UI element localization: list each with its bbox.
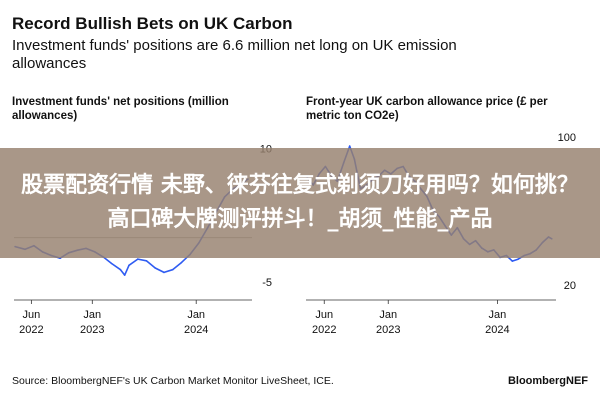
data-point [137, 258, 139, 260]
x-tick-label: Jan [83, 309, 101, 321]
data-point [119, 268, 122, 271]
y-tick-label: 20 [564, 280, 576, 292]
data-point [163, 271, 165, 274]
brand-logo-text: BloombergNEF [507, 375, 588, 387]
x-tick-label: Jun [22, 309, 40, 321]
right-chart-title: Front-year UK carbon allowance price (£ … [306, 96, 548, 122]
x-tick-label: 2022 [312, 324, 336, 336]
data-point [110, 262, 113, 265]
data-point [171, 268, 174, 271]
page-title: Record Bullish Bets on UK Carbon [12, 14, 293, 33]
left-chart-title: Investment funds' net positions (million… [12, 96, 229, 122]
y-tick-label: -5 [262, 277, 272, 289]
x-tick-label: 2023 [376, 324, 400, 336]
x-tick-label: Jan [489, 309, 507, 321]
data-point [517, 258, 519, 261]
x-tick-label: 2024 [184, 324, 208, 336]
data-point [154, 267, 156, 269]
overlay-banner-text: 股票配资行情 未野、徕芬往复式剃须刀好用吗？如何挑？高口碑大牌测评拼斗！_胡须_… [21, 173, 579, 232]
x-tick-label: Jun [315, 309, 333, 321]
overlay-banner: 股票配资行情 未野、徕芬往复式剃须刀好用吗？如何挑？高口碑大牌测评拼斗！_胡须_… [0, 148, 600, 258]
data-point [128, 264, 130, 267]
page-subtitle: Investment funds' positions are 6.6 mill… [12, 37, 457, 72]
data-point [511, 260, 514, 262]
x-tick-label: Jan [187, 309, 205, 321]
x-tick-label: Jan [379, 309, 397, 321]
source-note: Source: BloombergNEF's UK Carbon Market … [12, 375, 334, 387]
data-point [348, 145, 351, 147]
data-point [145, 260, 148, 262]
data-point [180, 261, 183, 264]
data-point [123, 274, 126, 276]
y-tick-label: 100 [558, 132, 576, 144]
x-tick-label: 2022 [19, 324, 43, 336]
x-tick-label: 2024 [485, 324, 509, 336]
x-tick-label: 2023 [80, 324, 104, 336]
